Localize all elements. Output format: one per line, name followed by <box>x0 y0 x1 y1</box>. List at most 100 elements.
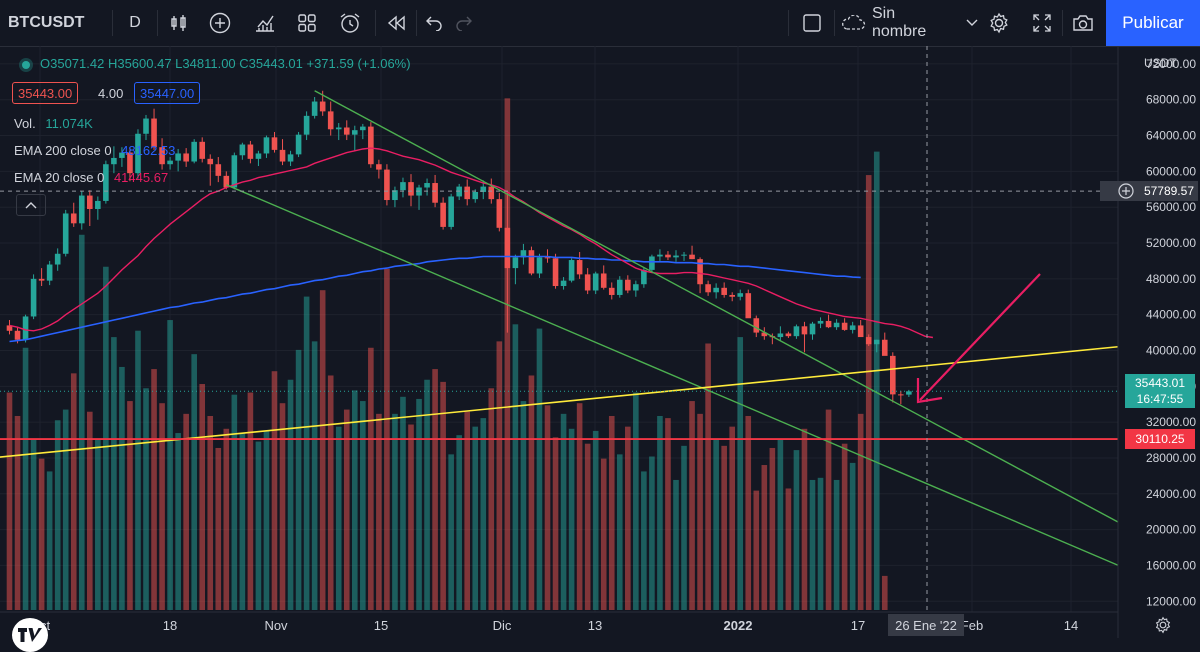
candle-body <box>143 118 149 134</box>
candle-body <box>817 320 824 324</box>
candle-body <box>311 101 318 116</box>
volume-bar <box>745 415 752 610</box>
volume-bar <box>38 458 45 610</box>
candle-body <box>641 269 647 285</box>
volume-bar <box>287 379 294 610</box>
settings-icon[interactable] <box>982 0 1016 46</box>
chart-types-icon[interactable] <box>248 0 282 46</box>
volume-bar <box>865 175 872 610</box>
candle-body <box>223 175 230 188</box>
volume-bar <box>143 388 149 610</box>
fullscreen-icon[interactable] <box>1025 0 1059 46</box>
candle-body <box>14 330 21 340</box>
buy-price-button[interactable]: 35447.00 <box>134 82 201 104</box>
layouts-icon[interactable] <box>290 0 324 46</box>
volume-bar <box>592 430 599 610</box>
price-tick: 68000.00 <box>1146 93 1196 107</box>
candle-body <box>111 157 117 165</box>
price-tick: 20000.00 <box>1146 523 1196 537</box>
time-tick: 13 <box>588 618 602 633</box>
chart-area[interactable]: 12000.00 16000.00 20000.00 24000.00 28000.00… <box>0 46 1200 652</box>
interval-button[interactable]: D <box>120 0 150 46</box>
price-tick: 72000.00 <box>1146 57 1196 71</box>
candle-body <box>560 280 567 287</box>
volume-bar <box>271 371 278 610</box>
candle-body <box>263 137 270 154</box>
tradingview-logo[interactable] <box>12 618 48 652</box>
undo-icon[interactable] <box>420 0 448 46</box>
collapse-legend-button[interactable] <box>16 194 46 216</box>
indicators-icon[interactable] <box>203 0 237 46</box>
current-price: 35443.01 <box>1134 376 1186 391</box>
volume-bar <box>424 379 430 610</box>
candle-body <box>865 337 872 345</box>
candle-body <box>46 264 53 281</box>
square-icon[interactable] <box>796 0 828 46</box>
volume-bar <box>78 234 85 610</box>
price-axis: 12000.00 16000.00 20000.00 24000.00 28000.00… <box>1146 57 1196 608</box>
candle-body <box>488 186 495 200</box>
candle-body <box>536 257 543 274</box>
volume-bar <box>625 426 631 610</box>
volume-bar <box>496 341 503 610</box>
volume-bars <box>6 98 888 610</box>
bars-style-icon[interactable] <box>164 0 194 46</box>
redo-icon[interactable] <box>450 0 478 46</box>
publish-button[interactable]: Publicar <box>1106 0 1200 46</box>
candle-body <box>833 322 840 328</box>
plus-icon[interactable] <box>1118 183 1134 199</box>
volume-bar <box>488 388 495 610</box>
volume-bar <box>721 445 727 610</box>
price-tick: 16000.00 <box>1146 558 1196 572</box>
candle-body <box>70 213 77 224</box>
symbol-search[interactable]: BTCUSDT <box>8 0 104 46</box>
chevron-up-icon <box>25 202 37 209</box>
volume-bar <box>560 413 567 610</box>
candle-body <box>271 137 278 150</box>
candle-body <box>384 169 390 201</box>
ema200-legend: EMA 200 close 0 48162.53 <box>14 143 175 158</box>
volume-bar <box>785 488 792 610</box>
candle-body <box>392 190 398 201</box>
camera-icon[interactable] <box>1066 0 1100 46</box>
volume-bar <box>376 413 382 610</box>
sell-price-button[interactable]: 35443.00 <box>12 82 79 104</box>
volume-bar <box>737 337 744 610</box>
axis-settings-icon[interactable] <box>1152 614 1174 636</box>
ohlc-legend: O35071.42 H35600.47 L34811.00 C35443.01 … <box>22 56 411 71</box>
volume-bar <box>6 392 13 610</box>
volume-bar <box>432 369 438 610</box>
time-tick: 18 <box>163 618 177 633</box>
ohlc-values: O35071.42 H35600.47 L34811.00 C35443.01 … <box>40 56 411 71</box>
volume-bar <box>729 426 735 610</box>
live-dot <box>22 60 30 69</box>
volume-bar <box>641 471 647 610</box>
volume-bar <box>351 390 358 610</box>
time-tick: Nov <box>264 618 288 633</box>
ema20-line <box>9 147 934 339</box>
layout-name-button[interactable]: Sin nombre <box>840 0 978 46</box>
candle-body <box>22 316 29 340</box>
candle-body <box>873 339 880 345</box>
candle-body <box>191 141 197 162</box>
volume-bar <box>600 458 607 610</box>
volume-bar <box>400 396 406 610</box>
volume-bar <box>295 349 302 610</box>
price-chart[interactable]: 12000.00 16000.00 20000.00 24000.00 28000.00… <box>0 46 1200 638</box>
replay-icon[interactable] <box>380 0 412 46</box>
candle-body <box>729 294 735 297</box>
ema200-value: 48162.53 <box>121 143 176 158</box>
candle-body <box>368 126 374 165</box>
volume-bar <box>119 366 125 610</box>
price-tick: 40000.00 <box>1146 343 1196 357</box>
candle-body <box>247 144 254 159</box>
candle-body <box>528 250 535 274</box>
candle-body <box>127 152 133 174</box>
volume-bar <box>239 433 246 610</box>
volume-bar <box>544 405 551 610</box>
candle-body <box>135 133 141 174</box>
alert-icon[interactable] <box>333 0 367 46</box>
candle-body <box>898 394 904 396</box>
volume-bar <box>223 428 230 610</box>
divider <box>1062 10 1063 36</box>
